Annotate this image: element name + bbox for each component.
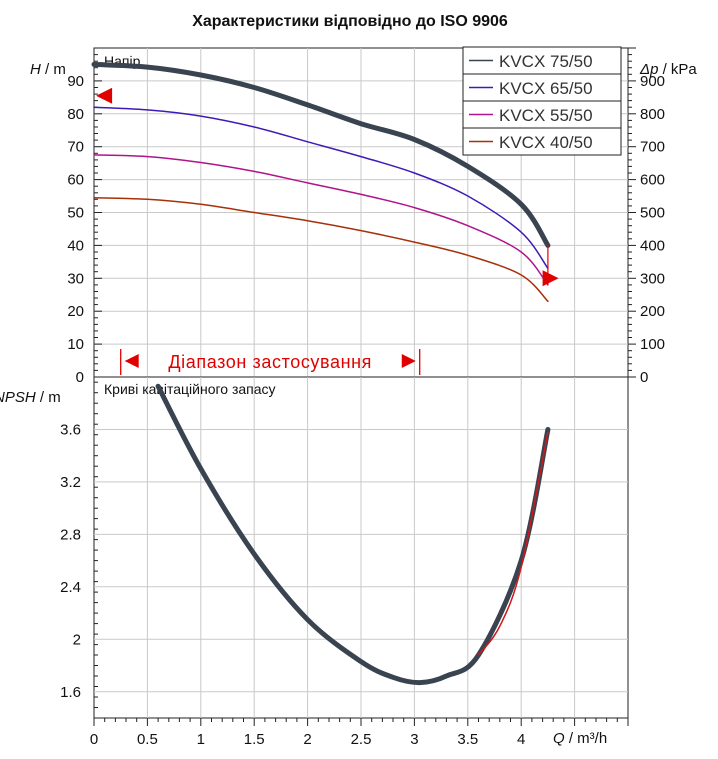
npsh-y-axis-label: NPSH / m: [0, 389, 61, 406]
head-right-tick-label: 100: [640, 336, 665, 353]
range-left-arrow: [124, 354, 139, 368]
npsh-curve-1: [155, 383, 551, 686]
range-right-arrow: [401, 354, 416, 368]
head-right-axis-var: Δp: [639, 61, 658, 78]
chart-title: Характеристики відповідно до ISO 9906: [192, 13, 508, 30]
npsh-y-tick-label: 3.6: [60, 422, 81, 439]
head-curve-series-4: [93, 196, 549, 303]
range-label: Діапазон застосування: [168, 352, 372, 372]
head-y-tick-label: 20: [67, 303, 84, 320]
head-y-tick-labels: 0 10 20 30 40 50 60 70 80 90: [67, 73, 84, 386]
x-tick-label: 0: [90, 731, 98, 748]
head-right-tick-label: 400: [640, 237, 665, 254]
npsh-curve-2: [477, 431, 549, 656]
head-y-tick-label: 10: [67, 336, 84, 353]
npsh-y-axis-unit: / m: [36, 389, 61, 406]
head-curve-series-3: [93, 154, 549, 286]
head-right-tick-label: 300: [640, 270, 665, 287]
head-right-tick-label: 0: [640, 369, 648, 386]
npsh-y-tick-label: 3.2: [60, 474, 81, 491]
head-y-tick-label: 50: [67, 205, 84, 222]
head-y-tick-label: 70: [67, 139, 84, 156]
npsh-panel-label: Криві кавітаційного запасу: [104, 381, 276, 397]
head-right-axis-label: Δp / kPa: [639, 61, 697, 78]
head-right-tick-label: 200: [640, 303, 665, 320]
legend-label: KVCX 55/50: [499, 106, 593, 125]
head-y-tick-label: 80: [67, 106, 84, 123]
legend-label: KVCX 65/50: [499, 79, 593, 98]
head-right-tick-label: 900: [640, 73, 665, 90]
head-y-tick-label: 0: [76, 369, 84, 386]
npsh-series-group: [155, 383, 551, 686]
npsh-y-tick-label: 1.6: [60, 684, 81, 701]
x-tick-label: 1.5: [244, 731, 265, 748]
head-right-tick-label: 700: [640, 139, 665, 156]
head-y-axis-label: H / m: [30, 61, 66, 78]
x-tick-label: 3: [410, 731, 418, 748]
head-series-group: [91, 61, 551, 303]
x-axis-var: Q: [553, 730, 565, 747]
head-right-tick-label: 800: [640, 106, 665, 123]
head-right-tick-label: 500: [640, 205, 665, 222]
head-right-tick-labels: 0 100 200 300 400 500 600 700 800 900: [640, 73, 665, 386]
head-right-axis-unit: / kPa: [658, 61, 697, 78]
npsh-y-tick-label: 2.4: [60, 579, 81, 596]
head-right-tick-label: 600: [640, 172, 665, 189]
npsh-y-axis-var: NPSH: [0, 389, 36, 406]
head-markers-group: [96, 87, 559, 287]
x-tick-label: 4: [517, 731, 525, 748]
legend-label: KVCX 40/50: [499, 133, 593, 152]
head-y-axis-unit: / m: [41, 61, 66, 78]
x-tick-label: 3.5: [457, 731, 478, 748]
legend: KVCX 75/50 KVCX 65/50 KVCX 55/50 KVCX 40/50: [462, 46, 622, 156]
head-y-tick-label: 30: [67, 270, 84, 287]
npsh-panel: 1.6 2 2.4 2.8 3.2 3.6 0 0.5 1 1.5 2 2.5 3 3.5 4 Криві…: [0, 376, 629, 748]
operating-limit-marker-right: [542, 270, 559, 287]
head-y-tick-label: 90: [67, 73, 84, 90]
x-axis-label: Q / m³/h: [553, 730, 607, 747]
head-y-tick-label: 60: [67, 172, 84, 189]
legend-label: KVCX 75/50: [499, 52, 593, 71]
operating-limit-marker-left: [96, 87, 113, 104]
x-tick-labels: 0 0.5 1 1.5 2 2.5 3 3.5 4: [90, 731, 526, 748]
x-tick-label: 1: [197, 731, 205, 748]
head-panel: 0 10 20 30 40 50 60 70 80 90 0 100 200 300 400 500 600 7…: [30, 46, 697, 386]
x-tick-label: 2.5: [351, 731, 372, 748]
head-y-tick-label: 40: [67, 237, 84, 254]
npsh-y-tick-label: 2.8: [60, 526, 81, 543]
x-tick-label: 2: [303, 731, 311, 748]
head-curve-series-1: [91, 61, 551, 248]
head-curve-series-2: [93, 106, 549, 270]
npsh-grid: [93, 377, 629, 726]
npsh-y-tick-label: 2: [73, 631, 81, 648]
npsh-y-tick-labels: 1.6 2 2.4 2.8 3.2 3.6: [60, 422, 81, 701]
head-y-axis-var: H: [30, 61, 41, 78]
application-range: Діапазон застосування: [120, 349, 421, 375]
x-axis-unit: / m³/h: [565, 730, 608, 747]
x-tick-label: 0.5: [137, 731, 158, 748]
